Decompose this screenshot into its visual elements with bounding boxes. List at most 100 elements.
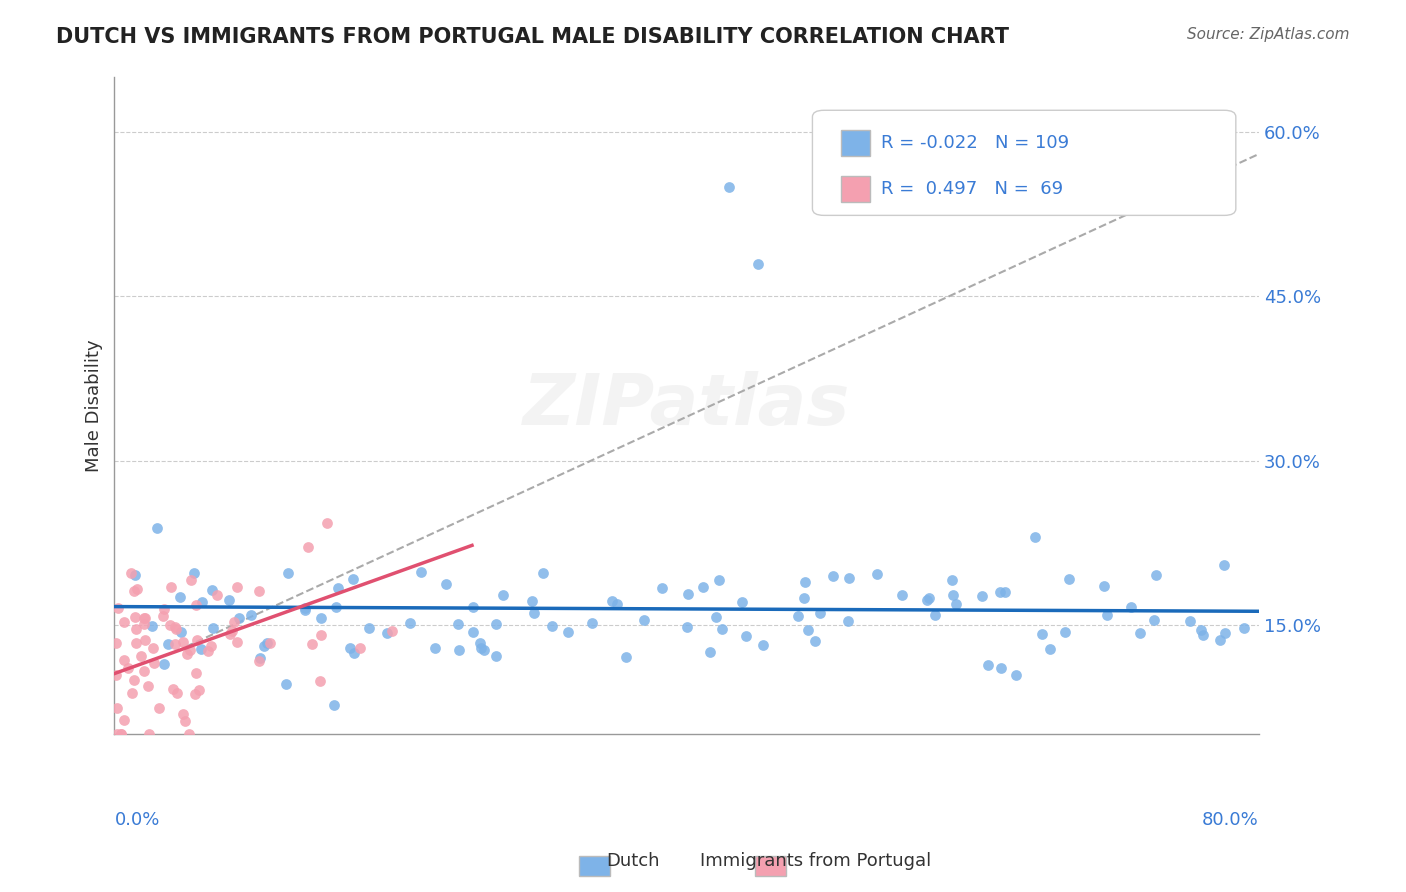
- Point: [186, 632, 208, 647]
- Point: [172, 706, 194, 721]
- Point: [173, 714, 195, 728]
- Point: [183, 566, 205, 580]
- Point: [105, 727, 128, 741]
- Point: [309, 674, 332, 689]
- Point: [838, 571, 860, 585]
- Point: [170, 624, 193, 639]
- Point: [184, 665, 207, 680]
- Point: [821, 569, 844, 583]
- Point: [699, 645, 721, 659]
- Point: [172, 635, 194, 649]
- Point: [179, 727, 201, 741]
- Point: [1213, 558, 1236, 573]
- Point: [1121, 599, 1143, 614]
- Point: [1144, 568, 1167, 582]
- Point: [399, 615, 422, 630]
- Point: [165, 619, 187, 633]
- Point: [134, 611, 156, 625]
- Point: [325, 599, 347, 614]
- Point: [675, 620, 697, 634]
- Point: [804, 634, 827, 648]
- Point: [752, 638, 775, 652]
- Point: [447, 642, 470, 657]
- Point: [110, 727, 132, 741]
- Point: [977, 658, 1000, 673]
- Point: [309, 628, 332, 642]
- Point: [120, 566, 142, 580]
- Point: [112, 653, 135, 667]
- Point: [470, 640, 492, 655]
- Point: [678, 587, 700, 601]
- Point: [247, 654, 270, 668]
- Point: [797, 623, 820, 637]
- Point: [124, 567, 146, 582]
- Point: [221, 624, 243, 638]
- Point: [153, 602, 176, 616]
- Point: [121, 686, 143, 700]
- Point: [942, 588, 965, 602]
- Point: [1005, 668, 1028, 682]
- Point: [259, 636, 281, 650]
- Point: [190, 642, 212, 657]
- Point: [606, 597, 628, 611]
- Point: [166, 685, 188, 699]
- Point: [461, 624, 484, 639]
- Point: [1189, 623, 1212, 637]
- Point: [297, 541, 319, 555]
- Point: [187, 682, 209, 697]
- Point: [117, 661, 139, 675]
- Text: ZIPatlas: ZIPatlas: [523, 371, 851, 441]
- Point: [197, 644, 219, 658]
- Point: [141, 619, 163, 633]
- Point: [343, 647, 366, 661]
- Point: [709, 573, 731, 587]
- Point: [184, 687, 207, 701]
- Point: [180, 573, 202, 587]
- Point: [787, 609, 810, 624]
- Point: [557, 624, 579, 639]
- Point: [1180, 614, 1202, 628]
- Point: [110, 727, 132, 741]
- Point: [218, 626, 240, 640]
- Point: [1209, 632, 1232, 647]
- Text: Immigrants from Portugal: Immigrants from Portugal: [700, 852, 931, 870]
- Point: [1031, 627, 1053, 641]
- Text: Dutch: Dutch: [606, 852, 659, 870]
- Point: [165, 622, 187, 636]
- Point: [614, 649, 637, 664]
- FancyBboxPatch shape: [813, 111, 1236, 215]
- Point: [226, 581, 249, 595]
- Point: [323, 698, 346, 713]
- Point: [342, 572, 364, 586]
- Point: [311, 611, 333, 625]
- Point: [153, 657, 176, 671]
- Y-axis label: Male Disability: Male Disability: [86, 340, 103, 472]
- Point: [1039, 642, 1062, 657]
- Point: [122, 584, 145, 599]
- Point: [794, 574, 817, 589]
- Point: [156, 637, 179, 651]
- Point: [485, 617, 508, 632]
- Point: [945, 597, 967, 611]
- Point: [226, 635, 249, 649]
- Point: [107, 600, 129, 615]
- Point: [994, 584, 1017, 599]
- Point: [104, 636, 127, 650]
- Point: [142, 640, 165, 655]
- Point: [581, 616, 603, 631]
- Point: [218, 593, 240, 607]
- Point: [1143, 613, 1166, 627]
- Point: [207, 588, 229, 602]
- Point: [228, 611, 250, 625]
- Point: [541, 619, 564, 633]
- Point: [138, 727, 160, 741]
- Point: [972, 589, 994, 603]
- Text: 0.0%: 0.0%: [114, 811, 160, 829]
- Point: [447, 617, 470, 632]
- Point: [747, 256, 769, 270]
- Point: [890, 588, 912, 602]
- Point: [468, 636, 491, 650]
- Point: [381, 624, 404, 638]
- Point: [411, 566, 433, 580]
- Point: [339, 641, 361, 656]
